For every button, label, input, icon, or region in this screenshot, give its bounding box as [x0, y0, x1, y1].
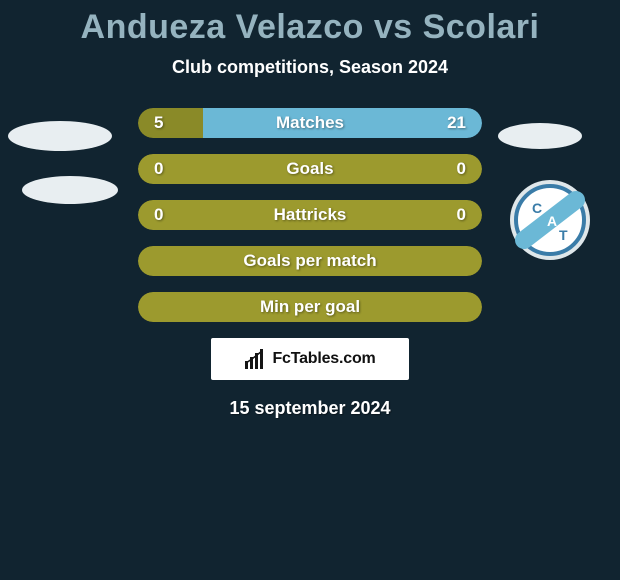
stat-label: Goals [286, 159, 333, 179]
bars-icon [244, 349, 268, 369]
stat-label: Goals per match [243, 251, 376, 271]
svg-text:A: A [547, 213, 557, 229]
watermark-box: FcTables.com [211, 338, 409, 380]
stat-value-left: 0 [154, 159, 163, 179]
svg-text:C: C [532, 200, 542, 216]
stat-text: Goals per match [138, 246, 482, 276]
stat-value-left: 5 [154, 113, 163, 133]
stat-text: Min per goal [138, 292, 482, 322]
stat-row: Min per goal [138, 292, 482, 322]
svg-text:T: T [559, 227, 568, 243]
stat-row: Goals per match [138, 246, 482, 276]
stat-label: Matches [276, 113, 344, 133]
stat-row: 0 Hattricks 0 [138, 200, 482, 230]
stat-row: 0 Goals 0 [138, 154, 482, 184]
subtitle: Club competitions, Season 2024 [0, 57, 620, 78]
stat-text: 0 Goals 0 [138, 154, 482, 184]
club-badge-icon: CAT [510, 180, 590, 260]
stat-text: 5 Matches 21 [138, 108, 482, 138]
team-logo-placeholder [8, 121, 112, 151]
stat-value-left: 0 [154, 205, 163, 225]
watermark-text: FcTables.com [272, 350, 375, 368]
stat-label: Min per goal [260, 297, 360, 317]
page-title: Andueza Velazco vs Scolari [0, 8, 620, 47]
stat-value-right: 0 [457, 205, 466, 225]
stat-label: Hattricks [274, 205, 347, 225]
stat-row: 5 Matches 21 [138, 108, 482, 138]
team-logo-placeholder [498, 123, 582, 149]
footer-date: 15 september 2024 [0, 398, 620, 419]
team-logo-placeholder [22, 176, 118, 204]
stat-text: 0 Hattricks 0 [138, 200, 482, 230]
stat-value-right: 0 [457, 159, 466, 179]
stat-value-right: 21 [447, 113, 466, 133]
